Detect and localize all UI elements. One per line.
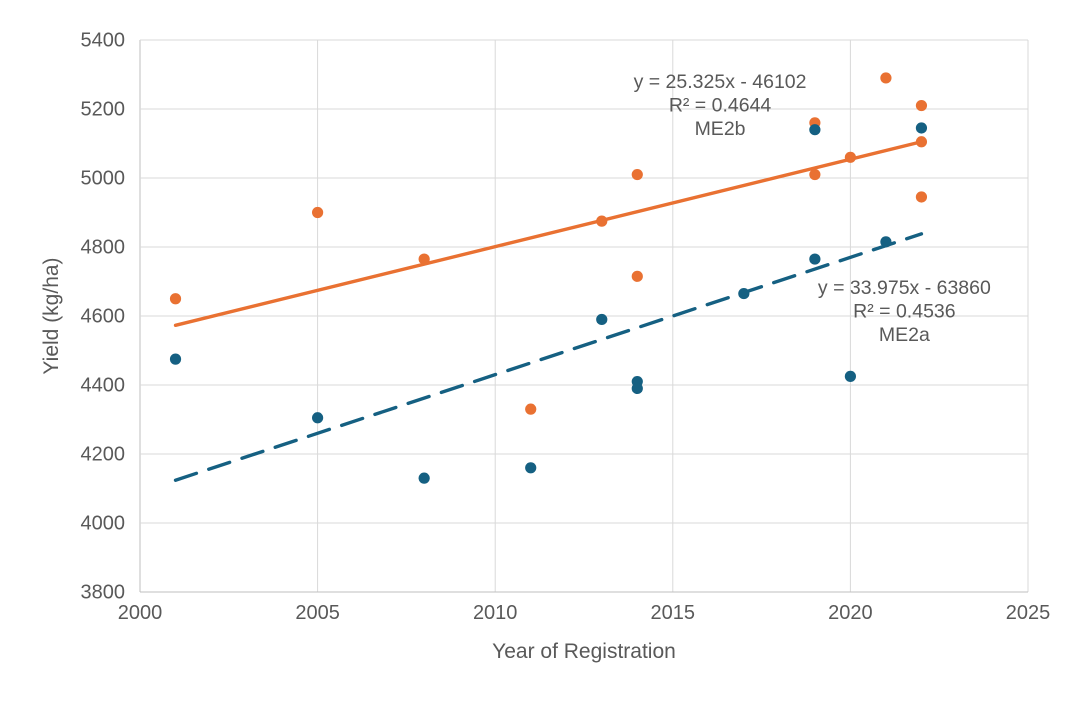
data-point-me2a — [844, 370, 857, 382]
x-tick-label: 2005 — [295, 602, 340, 624]
data-point-me2b — [880, 72, 892, 84]
x-tick-label: 2015 — [651, 602, 696, 624]
data-point-me2b — [915, 191, 928, 203]
trendline-me2a — [173, 232, 924, 482]
data-point-me2b — [631, 270, 643, 282]
x-tick-label: 2020 — [828, 602, 873, 624]
data-point-me2a — [738, 287, 750, 300]
data-point-me2a — [312, 412, 324, 424]
annotation-me2a-line1: y = 33.975x - 63860 — [818, 277, 991, 299]
y-tick-label: 4000 — [81, 513, 126, 535]
y-tick-label: 5200 — [81, 99, 126, 121]
y-tick-label: 5000 — [81, 168, 126, 190]
data-point-me2a — [169, 353, 182, 365]
y-tick-label: 4600 — [81, 306, 126, 328]
data-point-me2b — [915, 99, 928, 112]
x-axis-title: Year of Registration — [492, 640, 676, 663]
data-point-me2a — [525, 462, 537, 474]
data-point-me2b — [844, 151, 857, 163]
y-tick-label: 4200 — [81, 444, 126, 466]
y-tick-label: 5400 — [81, 30, 126, 52]
y-tick-label: 3800 — [81, 582, 126, 604]
x-tick-label: 2010 — [473, 602, 518, 624]
data-point-me2b — [631, 168, 643, 181]
annotation-me2a-line3: ME2a — [879, 324, 930, 346]
data-point-me2b — [525, 403, 537, 415]
data-point-me2a — [631, 382, 643, 395]
annotation-me2b-line1: y = 25.325x - 46102 — [634, 71, 807, 93]
y-tick-label: 4800 — [81, 237, 126, 259]
x-tick-label: 2025 — [1006, 602, 1051, 624]
annotation-me2b-line3: ME2b — [695, 118, 746, 140]
data-point-me2a — [418, 472, 430, 484]
annotation-me2a-line2: R² = 0.4536 — [853, 301, 955, 323]
data-point-me2b — [596, 215, 608, 227]
data-point-me2b — [418, 253, 430, 265]
data-point-me2b — [915, 136, 928, 148]
data-point-me2b — [169, 293, 182, 305]
y-axis-title: Yield (kg/ha) — [40, 257, 63, 374]
data-point-me2a — [809, 253, 821, 265]
annotation-me2b-line2: R² = 0.4644 — [669, 95, 772, 117]
x-tick-label: 2000 — [118, 602, 163, 624]
data-point-me2a — [809, 124, 821, 136]
data-point-me2b — [312, 206, 324, 219]
data-point-me2b — [809, 168, 821, 181]
data-point-me2a — [880, 236, 892, 248]
y-tick-label: 4400 — [81, 375, 126, 397]
trendline-me2b — [173, 140, 924, 328]
data-point-me2a — [596, 313, 608, 326]
data-point-me2a — [915, 122, 928, 134]
